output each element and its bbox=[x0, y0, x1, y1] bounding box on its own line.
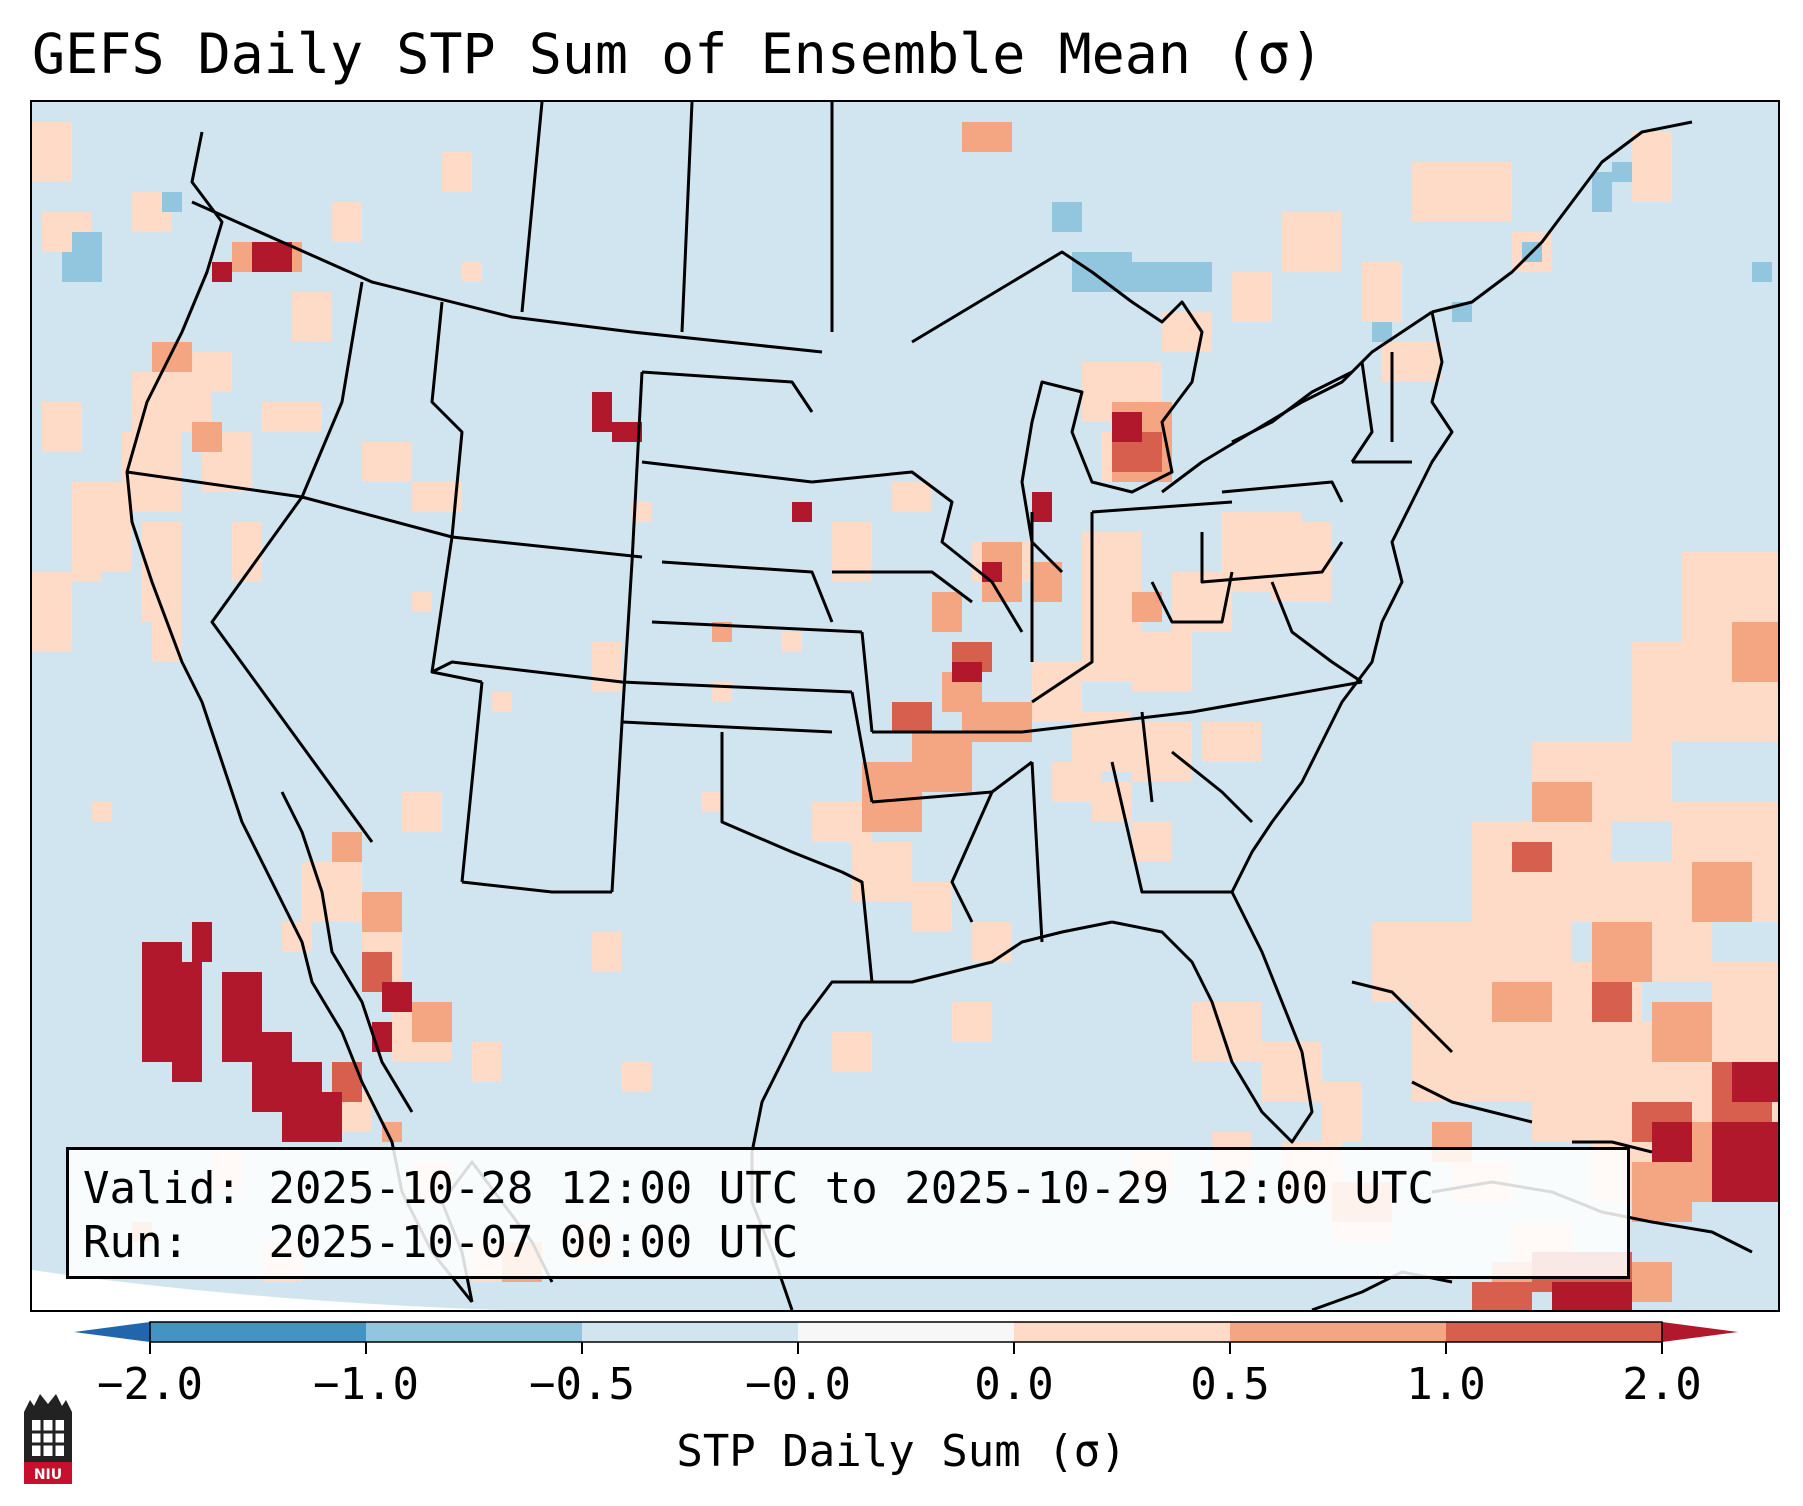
valid-row: Valid: 2025-10-28 12:00 UTC to 2025-10-2… bbox=[83, 1162, 1627, 1216]
run-label: Run: bbox=[83, 1217, 189, 1268]
colorbar-swatch bbox=[1446, 1322, 1663, 1342]
colorbar-swatch bbox=[798, 1322, 1015, 1342]
niu-logo: NIU bbox=[24, 1394, 72, 1484]
valid-run-info: Valid: 2025-10-28 12:00 UTC to 2025-10-2… bbox=[66, 1147, 1630, 1279]
colorbar-swatch bbox=[1014, 1322, 1231, 1342]
colorbar-swatch bbox=[1230, 1322, 1447, 1342]
colorbar-tick-label: 1.0 bbox=[1406, 1359, 1486, 1410]
projection-edge bbox=[32, 1270, 501, 1310]
colorbar-swatch bbox=[582, 1322, 799, 1342]
colorbar-outline bbox=[149, 1321, 1663, 1343]
map-panel bbox=[30, 100, 1780, 1312]
colorbar-swatch bbox=[366, 1322, 583, 1342]
colorbar-tick-label: 0.0 bbox=[974, 1359, 1054, 1410]
stp-cells-mid bbox=[132, 122, 1778, 1302]
valid-value: 2025-10-28 12:00 UTC to 2025-10-29 12:00… bbox=[268, 1163, 1435, 1214]
colorbar-tick-label: −0.5 bbox=[529, 1359, 635, 1410]
colorbar-tick-label: −0.0 bbox=[745, 1359, 851, 1410]
colorbar-label: STP Daily Sum (σ) bbox=[676, 1426, 1127, 1477]
colorbar-tick-label: 0.5 bbox=[1190, 1359, 1270, 1410]
valid-label: Valid: bbox=[83, 1163, 242, 1214]
colorbar-tick-label: −1.0 bbox=[313, 1359, 419, 1410]
colorbar-extend-low bbox=[74, 1322, 150, 1342]
map-title: GEFS Daily STP Sum of Ensemble Mean (σ) bbox=[32, 22, 1324, 86]
colorbar-swatch bbox=[150, 1322, 367, 1342]
logo-text: NIU bbox=[34, 1467, 62, 1483]
colorbar-tick-label: −2.0 bbox=[97, 1359, 203, 1410]
stp-map bbox=[32, 102, 1778, 1310]
colorbar-tick-label: 2.0 bbox=[1622, 1359, 1702, 1410]
stp-cells-negative bbox=[62, 162, 1772, 342]
run-value: 2025-10-07 00:00 UTC bbox=[268, 1217, 799, 1268]
run-row: Run: 2025-10-07 00:00 UTC bbox=[83, 1216, 1627, 1270]
stp-cells-extreme bbox=[142, 242, 1778, 1310]
colorbar-extend-high bbox=[1662, 1322, 1738, 1342]
